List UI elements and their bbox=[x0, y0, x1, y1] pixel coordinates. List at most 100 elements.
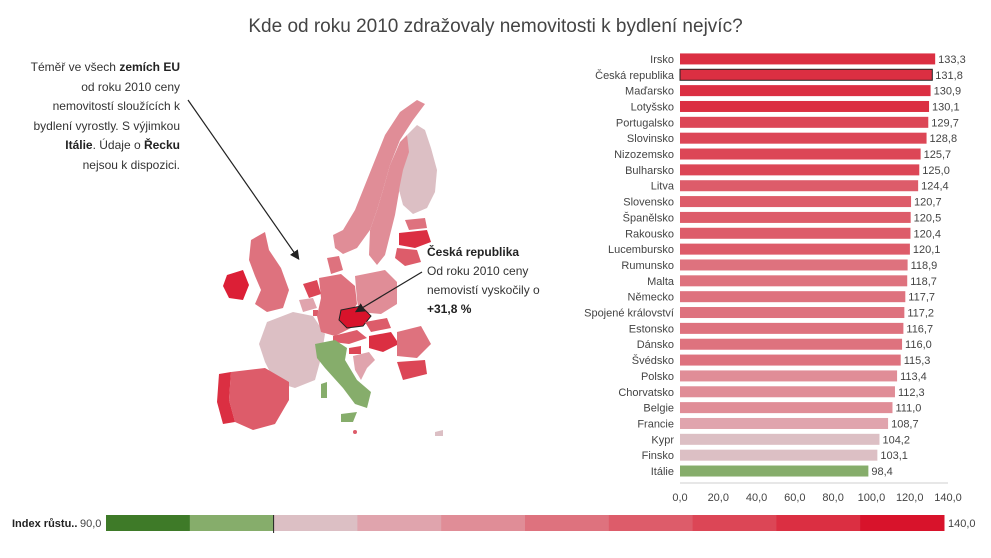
bar[interactable] bbox=[680, 354, 901, 366]
bar[interactable] bbox=[680, 275, 908, 287]
bar[interactable] bbox=[680, 243, 910, 255]
map-malta[interactable] bbox=[353, 430, 357, 434]
map-romania[interactable] bbox=[397, 326, 431, 358]
annotation-bold-eu: zemích EU bbox=[119, 60, 180, 74]
bar[interactable] bbox=[680, 196, 912, 208]
bar[interactable] bbox=[680, 322, 904, 334]
value-label: 116,7 bbox=[906, 323, 933, 335]
bar[interactable] bbox=[680, 148, 921, 160]
value-label: 130,9 bbox=[934, 86, 962, 98]
bar[interactable] bbox=[680, 227, 911, 239]
bar[interactable] bbox=[680, 100, 930, 112]
map-luxembourg[interactable] bbox=[313, 310, 318, 316]
bar[interactable] bbox=[679, 68, 933, 81]
category-label: Maďarsko bbox=[625, 86, 674, 98]
x-tick-label: 0,0 bbox=[672, 492, 687, 504]
map-spain[interactable] bbox=[229, 368, 289, 430]
category-label: Spojené království bbox=[584, 308, 674, 320]
x-tick-label: 100,0 bbox=[858, 492, 886, 504]
value-label: 130,1 bbox=[932, 101, 960, 113]
bar[interactable] bbox=[680, 85, 931, 97]
category-label: Finsko bbox=[642, 450, 674, 462]
map-uk[interactable] bbox=[249, 232, 289, 312]
value-label: 115,3 bbox=[904, 355, 931, 367]
x-tick-label: 20,0 bbox=[708, 492, 729, 504]
map-slovakia[interactable] bbox=[365, 318, 391, 332]
map-france[interactable] bbox=[259, 312, 325, 388]
legend-swatches bbox=[106, 515, 945, 533]
map-lithuania[interactable] bbox=[395, 248, 421, 266]
bar[interactable] bbox=[680, 402, 893, 414]
bar[interactable] bbox=[680, 465, 869, 477]
bar[interactable] bbox=[680, 164, 920, 176]
value-label: 103,1 bbox=[880, 450, 908, 462]
map-italy[interactable] bbox=[315, 340, 371, 408]
category-label: Irsko bbox=[650, 54, 674, 66]
x-tick-label: 60,0 bbox=[784, 492, 805, 504]
map-sicily[interactable] bbox=[341, 412, 357, 422]
bar[interactable] bbox=[680, 132, 927, 144]
bar[interactable] bbox=[680, 417, 889, 429]
map-denmark[interactable] bbox=[327, 256, 343, 274]
bar[interactable] bbox=[680, 53, 936, 65]
category-label: Polsko bbox=[641, 371, 674, 383]
chart-title: Kde od roku 2010 zdražovaly nemovitosti … bbox=[248, 16, 743, 37]
map-slovenia[interactable] bbox=[349, 346, 361, 354]
category-label: Malta bbox=[647, 276, 675, 288]
value-label: 131,8 bbox=[935, 70, 963, 82]
annotation-text: Téměř ve všech bbox=[30, 60, 120, 74]
value-label: 120,4 bbox=[913, 228, 941, 240]
category-label: Itálie bbox=[651, 466, 674, 478]
bar[interactable] bbox=[680, 180, 919, 192]
map-hungary[interactable] bbox=[369, 332, 399, 352]
bar[interactable] bbox=[680, 116, 929, 128]
value-label: 116,0 bbox=[905, 339, 932, 351]
category-label: Francie bbox=[637, 418, 674, 430]
legend-swatch bbox=[860, 515, 945, 531]
map-sardinia[interactable] bbox=[321, 382, 327, 398]
category-label: Estonsko bbox=[629, 323, 674, 335]
annotation-text: od roku 2010 ceny nemovitostí sloužících… bbox=[33, 79, 181, 133]
map-croatia[interactable] bbox=[353, 352, 375, 380]
value-label: 104,2 bbox=[882, 434, 910, 446]
legend-max-label: 140,0 bbox=[948, 518, 976, 530]
bar[interactable] bbox=[680, 259, 908, 271]
bar[interactable] bbox=[680, 449, 878, 461]
bar[interactable] bbox=[680, 386, 895, 398]
bar[interactable] bbox=[680, 370, 898, 382]
bar[interactable] bbox=[680, 211, 911, 223]
annotation-bold-italy: Itálie bbox=[65, 138, 93, 152]
map-austria[interactable] bbox=[333, 330, 367, 344]
map-finland[interactable] bbox=[399, 125, 437, 214]
x-tick-label: 140,0 bbox=[934, 492, 962, 504]
value-label: 124,4 bbox=[921, 181, 949, 193]
legend-swatch bbox=[525, 515, 610, 531]
value-label: 118,9 bbox=[911, 260, 938, 272]
map-netherlands[interactable] bbox=[303, 280, 321, 298]
category-label: Portugalsko bbox=[616, 117, 674, 129]
category-label: Slovinsko bbox=[627, 133, 674, 145]
value-label: 125,7 bbox=[924, 149, 952, 161]
bar[interactable] bbox=[680, 433, 880, 445]
map-estonia[interactable] bbox=[405, 218, 427, 230]
bar[interactable] bbox=[680, 338, 903, 350]
category-label: Lotyšsko bbox=[631, 101, 674, 113]
value-label: 120,5 bbox=[914, 212, 942, 224]
map-cyprus[interactable] bbox=[435, 430, 443, 436]
map-bulgaria[interactable] bbox=[397, 360, 427, 380]
x-tick-label: 80,0 bbox=[822, 492, 843, 504]
value-label: 113,4 bbox=[900, 371, 927, 383]
map-ireland[interactable] bbox=[223, 270, 249, 300]
bar[interactable] bbox=[680, 307, 905, 319]
bar[interactable] bbox=[680, 291, 906, 303]
map-latvia[interactable] bbox=[399, 230, 431, 248]
annotation-text: . Údaje o bbox=[92, 138, 144, 152]
legend-swatch bbox=[692, 515, 777, 531]
map-belgium[interactable] bbox=[299, 298, 317, 312]
map-norway[interactable] bbox=[333, 100, 425, 254]
category-label: Bulharsko bbox=[625, 165, 674, 177]
category-label: Kypr bbox=[651, 434, 674, 446]
map-sweden[interactable] bbox=[369, 135, 411, 265]
map-portugal[interactable] bbox=[217, 372, 235, 424]
category-label: Chorvatsko bbox=[618, 387, 674, 399]
